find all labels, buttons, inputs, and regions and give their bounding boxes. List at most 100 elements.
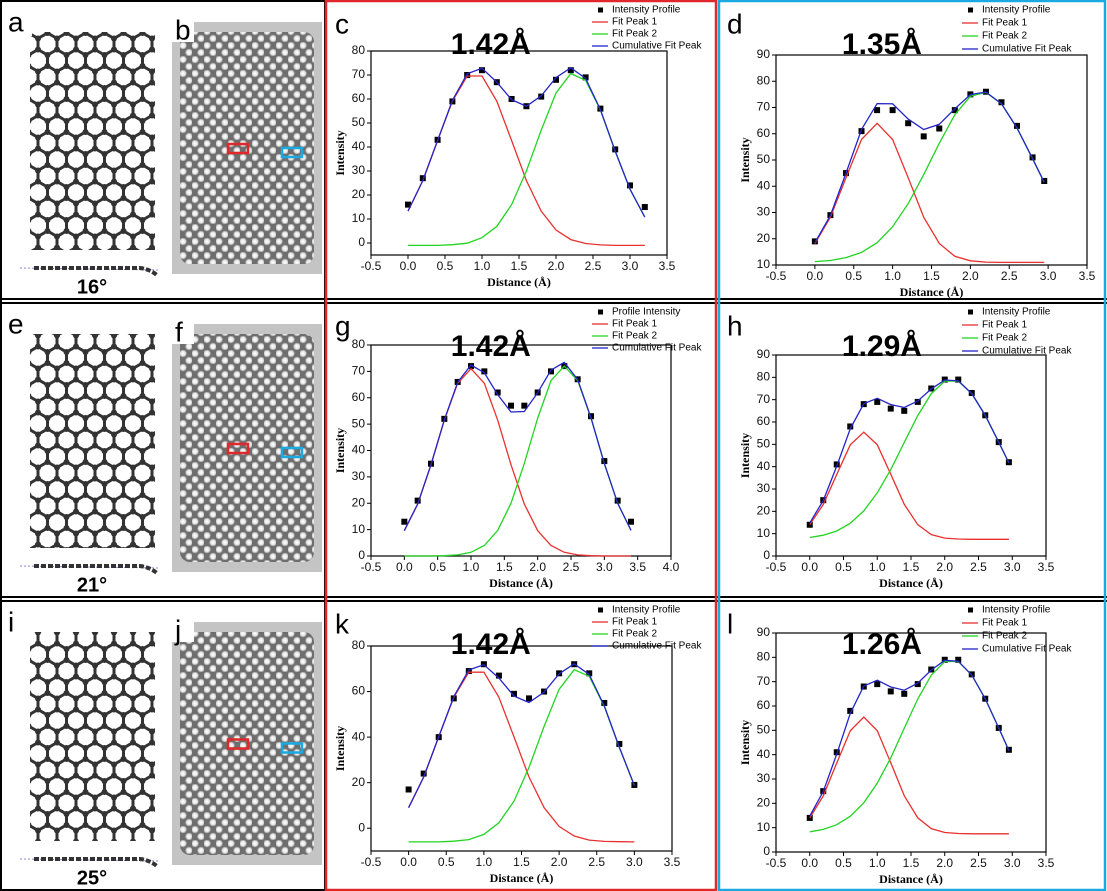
profile-point (901, 407, 908, 414)
x-tick-label: 3.5 (629, 560, 646, 574)
legend-label: Intensity Profile (982, 5, 1051, 16)
x-tick-label: 2.5 (563, 560, 580, 574)
profile-point (887, 688, 894, 695)
y-tick-label: 30 (757, 205, 771, 219)
y-tick-label: 40 (352, 443, 366, 457)
y-tick-label: 90 (757, 625, 771, 639)
panel-label: g (335, 310, 351, 341)
y-tick-label: 70 (757, 100, 771, 114)
profile-point (874, 107, 881, 114)
profile-point (414, 497, 421, 504)
fit-line (403, 361, 632, 531)
profile-point (494, 389, 501, 396)
profile-point (582, 74, 589, 81)
legend-swatch (968, 309, 973, 315)
legend-swatch (598, 7, 603, 13)
profile-point (521, 402, 528, 409)
y-tick-label: 10 (757, 526, 771, 540)
legend-swatch (968, 607, 973, 613)
x-tick-label: 0.0 (396, 560, 413, 574)
y-tick-label: 60 (352, 91, 366, 105)
x-tick-label: 2.0 (551, 855, 568, 869)
x-tick-label: 2.0 (529, 560, 546, 574)
chart-title: 1.35Å (842, 28, 922, 61)
x-axis-label: Distance (Å) (879, 576, 943, 590)
x-tick-label: 2.5 (970, 856, 987, 870)
profile-point (495, 672, 502, 679)
legend-label: Cumulative Fit Peak (982, 44, 1072, 55)
x-tick-label: -0.5 (766, 856, 787, 870)
x-tick-label: 0.0 (801, 856, 818, 870)
chart-title: 1.29Å (842, 330, 922, 363)
x-tick-label: 3.0 (596, 560, 613, 574)
y-tick-label: 30 (352, 163, 366, 177)
panel-label: h (727, 310, 743, 341)
profile-point (847, 707, 854, 714)
x-tick-label: 1.0 (869, 560, 886, 574)
y-tick-label: 60 (352, 684, 366, 698)
red-marker (226, 738, 250, 750)
x-tick-label: 3.0 (622, 259, 639, 273)
y-axis-label: Intensity (333, 428, 347, 473)
panel-label: d (727, 8, 743, 39)
profile-point (420, 770, 427, 777)
x-tick-label: 1.5 (903, 560, 920, 574)
legend-label: Fit Peak 2 (612, 331, 657, 342)
legend-swatch (598, 309, 603, 315)
angle-label: 16° (77, 276, 107, 298)
cyan-marker (280, 446, 304, 459)
profile-point (998, 99, 1005, 106)
y-tick-label: 10 (757, 257, 771, 271)
y-tick-label: 60 (757, 698, 771, 712)
profile-point (889, 107, 896, 114)
y-tick-label: 30 (757, 481, 771, 495)
x-axis-label: Distance (Å) (900, 285, 964, 299)
y-tick-label: 40 (352, 139, 366, 153)
profile-point (627, 182, 633, 189)
x-tick-label: 0.5 (835, 856, 852, 870)
x-tick-label: 2.5 (585, 259, 602, 273)
profile-point (510, 690, 517, 697)
y-tick-label: 10 (352, 522, 366, 536)
cyan-marker (280, 742, 304, 754)
y-tick-label: 10 (352, 211, 366, 225)
x-tick-label: -0.5 (361, 855, 382, 869)
legend-label: Fit Peak 1 (612, 319, 657, 330)
panel-label: i (8, 606, 14, 637)
profile-point (601, 458, 608, 465)
fit-line (407, 75, 645, 247)
angle-label: 25° (77, 867, 107, 889)
profile-point (405, 201, 411, 208)
profile-point (481, 368, 488, 375)
x-tick-label: 0.0 (400, 855, 417, 869)
profile-point (586, 670, 593, 677)
x-tick-label: 2.0 (962, 269, 979, 283)
x-tick-label: 1.0 (463, 560, 480, 574)
x-axis-label: Distance (Å) (489, 576, 553, 590)
legend-label: Intensity Profile (612, 605, 681, 616)
y-tick-label: 0 (358, 820, 365, 834)
y-tick-label: 20 (757, 504, 771, 518)
x-tick-label: 0.0 (400, 259, 417, 273)
x-tick-label: 3.5 (1038, 560, 1055, 574)
legend-label: Fit Peak 1 (982, 618, 1027, 629)
y-tick-label: 70 (352, 364, 366, 378)
legend-label: Fit Peak 2 (612, 629, 657, 640)
legend-label: Fit Peak 1 (612, 617, 657, 628)
y-tick-label: 0 (763, 548, 770, 562)
legend-label: Fit Peak 2 (982, 631, 1027, 642)
fit-line (809, 716, 1009, 835)
red-marker (226, 142, 250, 155)
x-tick-label: 0.0 (801, 560, 818, 574)
y-tick-label: 80 (352, 43, 366, 57)
y-tick-label: 40 (757, 178, 771, 192)
profile-point (614, 497, 621, 504)
panel-label: j (174, 614, 181, 645)
x-tick-label: 3.0 (626, 855, 643, 869)
side-view-atoms (34, 266, 160, 278)
legend-label: Fit Peak 1 (982, 18, 1027, 29)
cyan-marker (280, 146, 304, 159)
y-tick-label: 0 (358, 235, 365, 249)
legend-label: Intensity Profile (982, 605, 1051, 616)
legend-label: Fit Peak 1 (982, 320, 1027, 331)
